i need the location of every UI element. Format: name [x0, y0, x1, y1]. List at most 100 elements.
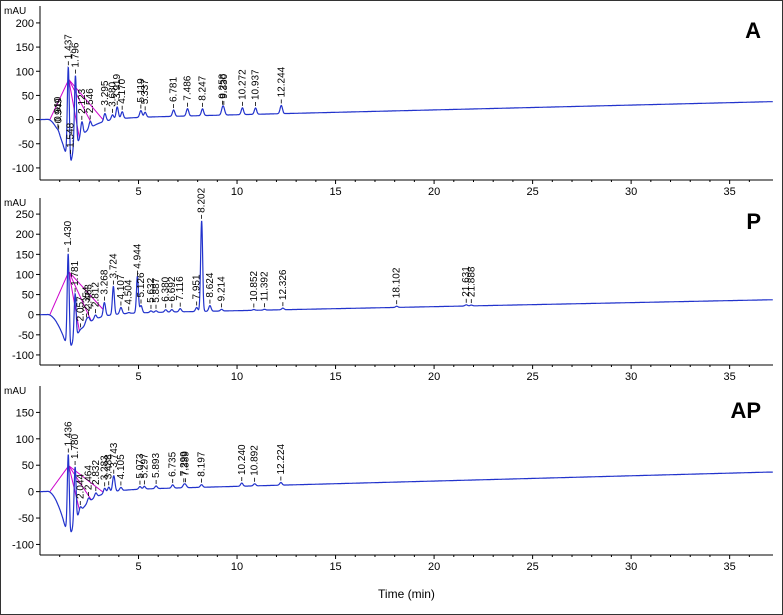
peak-label: 5.632: [146, 277, 157, 302]
y-tick-label: 200: [16, 18, 34, 30]
peak-label: 4.944: [132, 243, 143, 268]
integration-baseline: [68, 79, 92, 124]
peak-label: 3.295: [100, 80, 111, 105]
y-tick-label: -100: [12, 163, 34, 175]
panel-letter: A: [745, 18, 761, 43]
y-tick-label: -100: [12, 350, 34, 362]
peak-label: 1.796: [70, 42, 81, 67]
integration-baseline: [49, 79, 70, 120]
peak-label: 8.247: [198, 75, 209, 100]
x-tick-label: 15: [329, 371, 341, 383]
peak-label: 7.389: [181, 451, 192, 476]
peak-label: 0.910: [53, 96, 64, 121]
panel-letter: AP: [730, 398, 761, 423]
chromatogram-trace: [40, 220, 773, 346]
peak-label: 5.119: [136, 78, 147, 103]
peak-label: 11.392: [260, 271, 271, 301]
y-tick-label: 0: [28, 487, 34, 499]
integration-baseline: [68, 271, 104, 310]
y-tick-label: 100: [16, 269, 34, 281]
peak-label: 7.116: [175, 276, 186, 301]
peak-label: 2.463: [84, 284, 95, 309]
peak-label: 8.197: [197, 451, 208, 476]
x-tick-label: 15: [329, 561, 341, 573]
peak-label: 7.299: [179, 451, 190, 476]
y-tick-label: 50: [22, 90, 34, 102]
peak-label: 2.123: [77, 88, 88, 113]
y-unit-label: mAU: [4, 198, 26, 209]
y-tick-label: 100: [16, 434, 34, 446]
y-tick-label: 0: [28, 115, 34, 127]
y-tick-label: -50: [18, 139, 34, 151]
peak-label: 1.548: [66, 122, 77, 147]
peak-label: 7.951: [192, 274, 203, 299]
x-tick-label: 5: [135, 561, 141, 573]
peak-label: 4.170: [117, 78, 128, 103]
y-tick-label: -50: [18, 330, 34, 342]
peak-label: 9.258: [217, 73, 228, 98]
y-tick-label: -100: [12, 539, 34, 551]
peak-label: 2.546: [85, 88, 96, 113]
peak-label: 5.893: [151, 453, 162, 478]
peak-label: 2.044: [75, 474, 86, 499]
peak-label: 5.337: [140, 79, 151, 104]
x-tick-label: 30: [625, 186, 637, 198]
peak-label: 2.464: [84, 465, 95, 490]
x-tick-label: 35: [724, 371, 736, 383]
peak-label: 2.832: [91, 460, 102, 485]
peak-label: 9.214: [217, 276, 228, 301]
peak-label: 10.240: [237, 444, 248, 475]
peak-label: 6.781: [169, 77, 180, 102]
peak-label: 4.107: [116, 274, 127, 299]
peak-label: 21.631: [461, 266, 472, 297]
peak-label: 12.326: [278, 269, 289, 300]
peak-label: 10.272: [237, 69, 248, 100]
chromatogram-trace: [40, 66, 773, 162]
peak-label: 2.354: [81, 286, 92, 311]
y-tick-label: 250: [16, 209, 34, 221]
integration-baseline: [49, 271, 70, 315]
y-tick-label: 150: [16, 42, 34, 54]
x-tick-label: 15: [329, 186, 341, 198]
integration-baseline: [49, 465, 70, 492]
y-tick-label: 50: [22, 460, 34, 472]
peak-label: 6.380: [161, 276, 172, 301]
peak-label: 8.202: [197, 187, 208, 212]
peak-label: 7.486: [183, 75, 194, 100]
x-tick-label: 20: [428, 371, 440, 383]
peak-label: 1.430: [63, 220, 74, 245]
x-tick-label: 10: [231, 371, 243, 383]
peak-label: 8.624: [205, 272, 216, 297]
x-tick-label: 25: [526, 371, 538, 383]
peak-label: 5.887: [151, 277, 162, 302]
integration-baseline: [68, 465, 92, 501]
y-tick-label: 200: [16, 229, 34, 241]
peak-label: 9.330: [219, 73, 230, 98]
peak-label: 18.102: [392, 267, 403, 298]
peak-label: 10.937: [251, 69, 262, 100]
y-unit-label: mAU: [4, 6, 26, 17]
y-tick-label: 150: [16, 249, 34, 261]
peak-label: 2.057: [76, 296, 87, 321]
peak-label: 5.073: [135, 453, 146, 478]
peak-label: 0.949: [54, 98, 65, 123]
peak-label: 4.504: [124, 279, 135, 304]
x-tick-label: 5: [135, 371, 141, 383]
peak-label: 3.680: [108, 81, 119, 106]
peak-label: 3.488: [104, 454, 115, 479]
y-tick-label: 150: [16, 407, 34, 419]
x-tick-label: 20: [428, 186, 440, 198]
x-tick-label: 5: [135, 186, 141, 198]
peak-label: 10.852: [249, 270, 260, 301]
peak-label: 5.297: [139, 453, 150, 478]
x-tick-label: 25: [526, 561, 538, 573]
panel-letter: P: [746, 209, 761, 234]
x-tick-label: 10: [231, 186, 243, 198]
peak-label: 1.780: [70, 434, 81, 459]
peak-label: 4.105: [116, 454, 127, 479]
peak-label: 6.735: [168, 451, 179, 476]
chromatogram-trace: [40, 454, 773, 533]
x-tick-label: 30: [625, 371, 637, 383]
peak-label: 3.724: [108, 253, 119, 278]
